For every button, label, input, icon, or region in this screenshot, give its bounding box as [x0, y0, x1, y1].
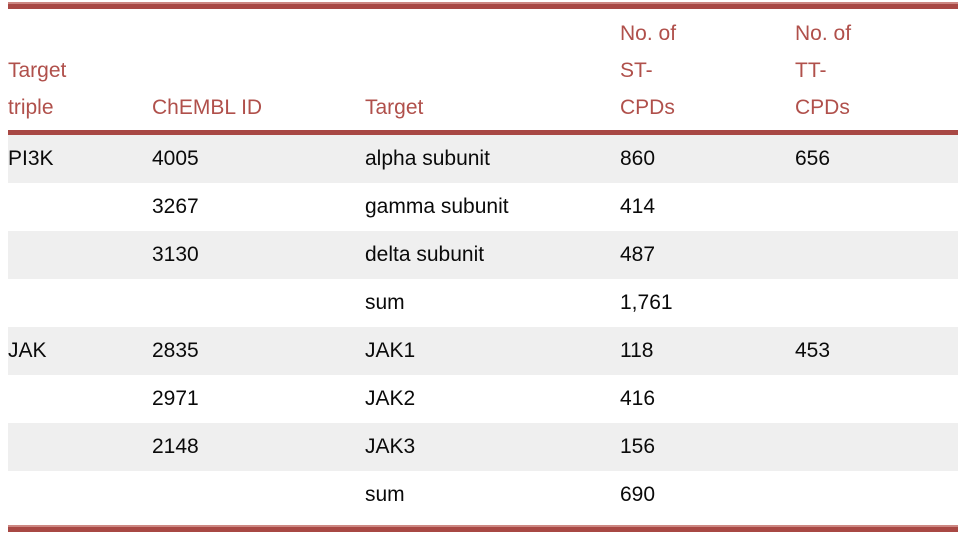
table-cell: JAK1 [365, 339, 416, 362]
table-cell: 118 [620, 339, 654, 362]
table-cell: 690 [620, 483, 656, 506]
table-cell: 656 [795, 147, 831, 170]
table-row: 3267 gamma subunit 414 [8, 183, 958, 231]
table-cell [8, 231, 152, 279]
table-cell: 487 [620, 243, 656, 266]
targets-table-container: Target triple ChEMBL ID Target No. of ST… [8, 2, 958, 532]
table-cell: 2835 [152, 339, 199, 362]
table-cell: gamma subunit [365, 195, 509, 218]
table-cell [8, 471, 152, 519]
table-cell: 414 [620, 195, 656, 218]
table-row: 3130 delta subunit 487 [8, 231, 958, 279]
table-cell [152, 471, 365, 519]
table-cell: JAK2 [365, 387, 416, 410]
table-cell [8, 375, 152, 423]
table-cell [795, 183, 958, 231]
table-row: 2971 JAK2 416 [8, 375, 958, 423]
table-cell: 2148 [152, 435, 199, 458]
table-cell [8, 423, 152, 471]
table-cell: 860 [620, 147, 656, 170]
table-cell: delta subunit [365, 243, 485, 266]
table-cell: 3267 [152, 195, 199, 218]
table-cell: 156 [620, 435, 656, 458]
table-bottom-rule [8, 525, 958, 532]
table-cell [795, 375, 958, 423]
table-cell [795, 279, 958, 327]
table-cell [795, 471, 958, 519]
table-cell: 3130 [152, 243, 199, 266]
table-body: PI3K 4005 alpha subunit 860 656 3267 gamma sub… [8, 132, 958, 519]
table-cell [8, 279, 152, 327]
table-row: PI3K 4005 alpha subunit 860 656 [8, 132, 958, 183]
table-cell: sum [365, 483, 405, 506]
column-header-chembl-id: ChEMBL ID [152, 9, 365, 135]
table-row: sum 1,761 [8, 279, 958, 327]
table-cell: sum [365, 291, 405, 314]
column-header-st-cpds: No. of ST- CPDs [620, 9, 795, 135]
table-cell: JAK [8, 339, 47, 362]
table-cell: alpha subunit [365, 147, 490, 170]
table-top-rule [8, 2, 958, 9]
column-header-target-triple: Target triple [8, 9, 152, 135]
table-cell: 453 [795, 339, 831, 362]
table-cell [795, 423, 958, 471]
table-cell [152, 279, 365, 327]
table-cell: 1,761 [620, 291, 673, 314]
table-cell [795, 231, 958, 279]
column-header-target: Target [365, 9, 620, 135]
column-header-tt-cpds: No. of TT- CPDs [795, 9, 958, 135]
table-cell: 2971 [152, 387, 199, 410]
table-cell: PI3K [8, 147, 54, 170]
table-cell: 4005 [152, 147, 199, 170]
table-cell [8, 183, 152, 231]
table-cell: 416 [620, 387, 656, 410]
header-row: Target triple ChEMBL ID Target No. of ST… [8, 9, 958, 135]
table-row: sum 690 [8, 471, 958, 519]
table-cell: JAK3 [365, 435, 416, 458]
table-row: 2148 JAK3 156 [8, 423, 958, 471]
table-row: JAK 2835 JAK1 118 453 [8, 327, 958, 375]
targets-table: Target triple ChEMBL ID Target No. of ST… [8, 9, 958, 519]
table-header: Target triple ChEMBL ID Target No. of ST… [8, 9, 958, 135]
